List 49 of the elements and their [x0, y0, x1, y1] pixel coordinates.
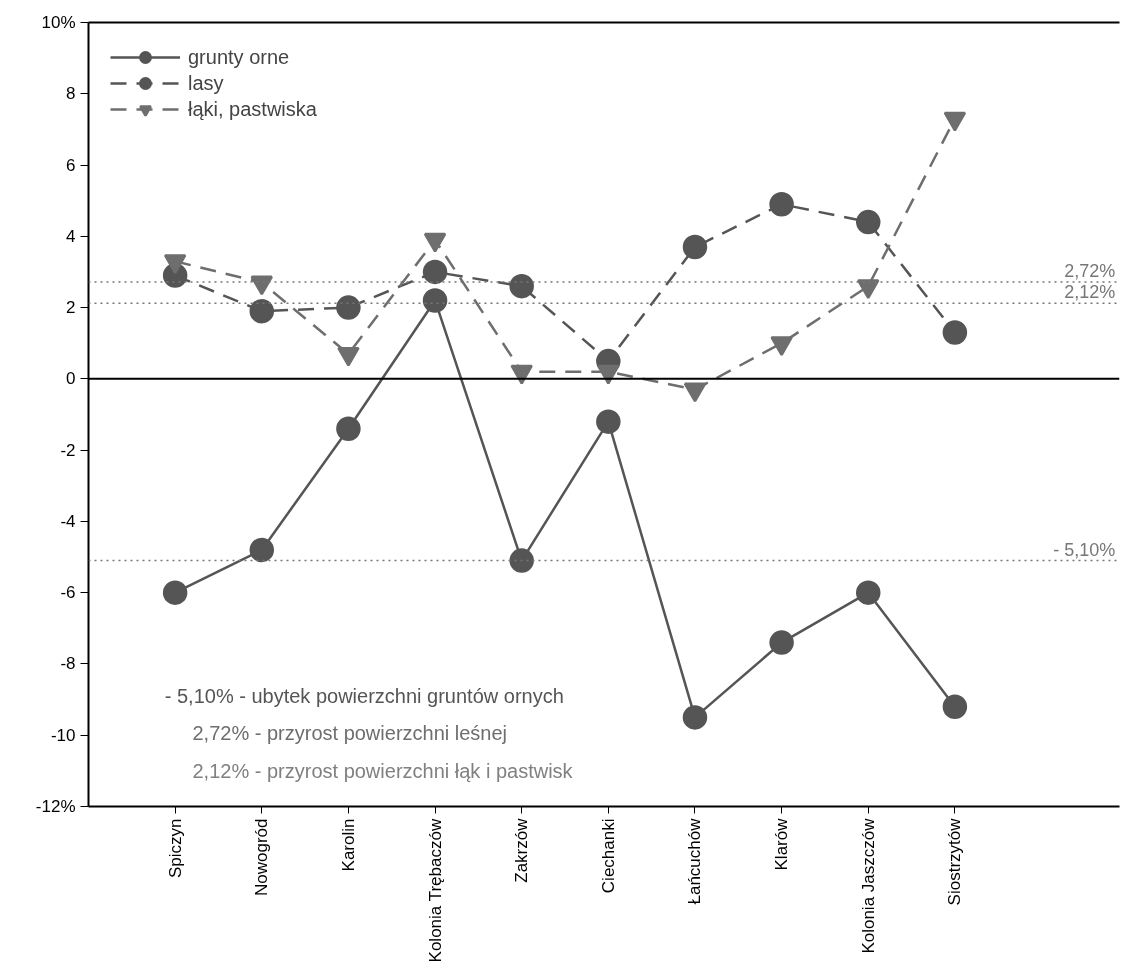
y-tick-label: -2 — [60, 440, 76, 460]
annotation: 2,72% - przyrost powierzchni leśnej — [192, 722, 508, 745]
y-tick-label: 4 — [66, 226, 76, 246]
x-tick-label: Nowogród — [252, 818, 272, 896]
point — [162, 580, 188, 605]
y-tick-label: -8 — [60, 654, 76, 674]
x-tick-label: Ciechanki — [598, 818, 618, 894]
x-tick-label: Łańcuchów — [685, 817, 705, 905]
x-tick-label: Kolonia Trębaczów — [425, 818, 445, 963]
y-tick-label: -4 — [60, 511, 76, 531]
point — [769, 192, 794, 217]
x-tick-label: Karolin — [338, 818, 358, 872]
point — [769, 630, 794, 655]
point — [509, 273, 534, 299]
x-tick-label: Siostrzytów — [945, 817, 965, 906]
annotation: 2,12% - przyrost powierzchni łąk i pastwisk — [192, 759, 574, 782]
y-tick-label: 10% — [41, 13, 76, 32]
legend-label: łąki, pastwiska — [188, 97, 317, 121]
x-tick-label: Spiczyn — [165, 818, 185, 879]
point — [249, 537, 275, 563]
y-tick-label: -10 — [50, 725, 76, 745]
x-tick-label: Kolonia Jaszczów — [858, 817, 878, 954]
point — [596, 409, 621, 434]
y-tick-label: 8 — [66, 84, 76, 104]
point — [856, 580, 881, 605]
point — [336, 295, 361, 320]
point — [422, 259, 448, 285]
point — [509, 548, 534, 573]
annotation: - 5,10% - ubytek powierzchni gruntów ornych — [164, 685, 564, 708]
legend-label: grunty orne — [188, 45, 290, 69]
point — [942, 320, 968, 345]
y-tick-label: 0 — [66, 369, 76, 389]
y-tick-label: -6 — [60, 583, 76, 603]
x-tick-label: Klarów — [772, 817, 792, 871]
point — [336, 416, 361, 441]
y-tick-label: 6 — [66, 155, 76, 175]
ref-line-label: 2,12% — [1064, 282, 1116, 303]
y-tick-label: -12% — [35, 797, 76, 816]
y-tick-label: 2 — [66, 298, 76, 318]
ref-line-label: 2,72% — [1064, 260, 1116, 281]
point — [682, 705, 708, 730]
legend-label: lasy — [188, 71, 224, 95]
point — [422, 288, 448, 313]
x-tick-label: Zakrzów — [512, 817, 532, 883]
point — [856, 209, 881, 235]
point — [682, 234, 708, 260]
point — [249, 298, 275, 324]
ref-line-label: - 5,10% — [1053, 539, 1116, 560]
point — [942, 694, 968, 719]
